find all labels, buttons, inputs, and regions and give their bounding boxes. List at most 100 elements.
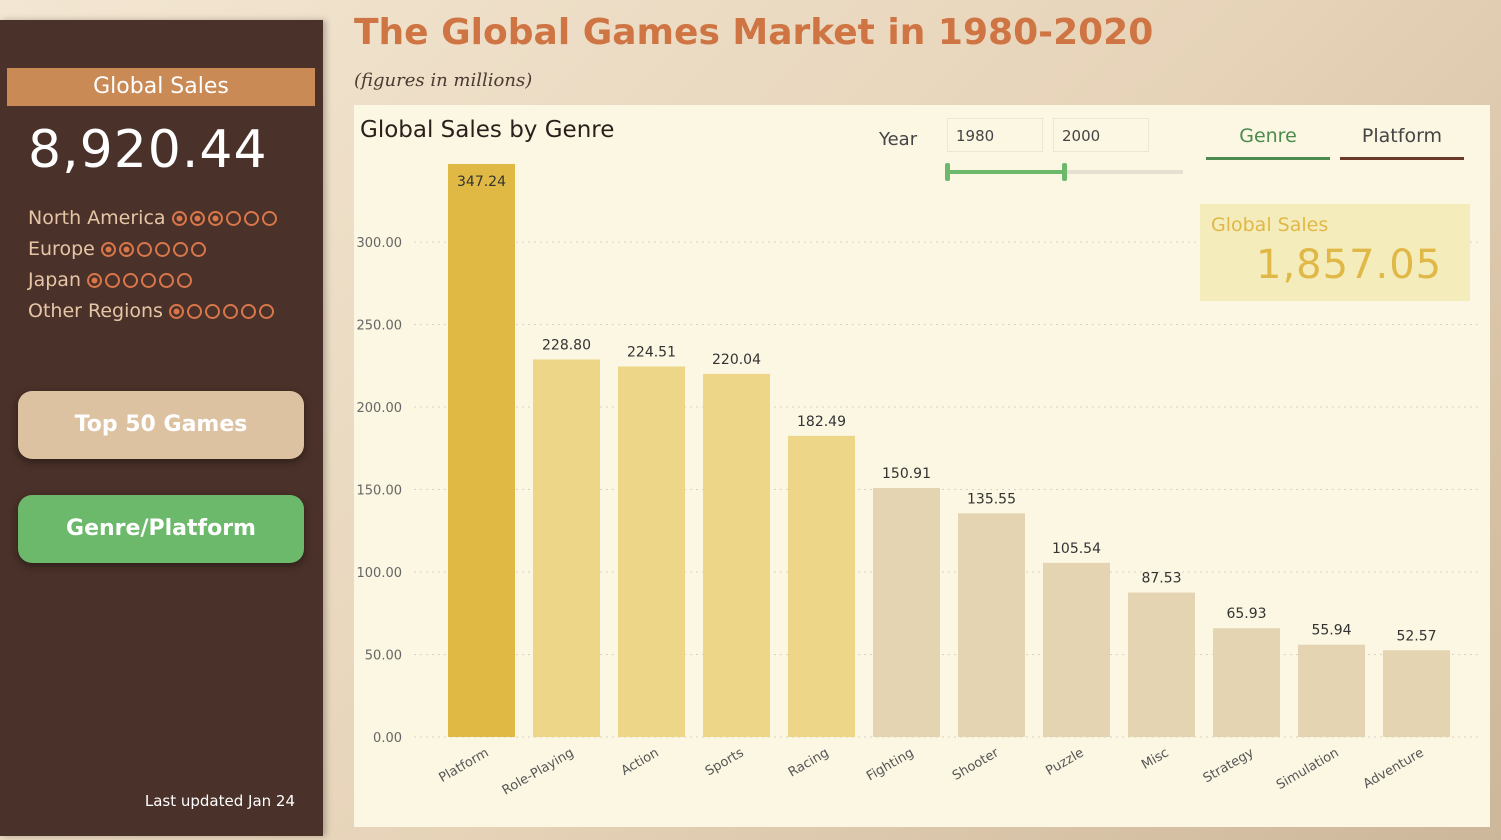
chart-title: Global Sales by Genre bbox=[360, 117, 615, 143]
tab-platform[interactable]: Platform bbox=[1340, 123, 1464, 160]
x-category-label: Puzzle bbox=[1043, 745, 1086, 779]
chart-panel: 0.00 50.00 100.00 150.00 200.00 250.00 300.00 3… bbox=[354, 105, 1490, 827]
region-row: Other Regions bbox=[28, 296, 280, 327]
bar bbox=[448, 164, 515, 737]
empty-circle-icon bbox=[204, 304, 220, 319]
bar-value-label: 55.94 bbox=[1311, 623, 1351, 639]
region-name: Europe bbox=[28, 238, 95, 260]
year-to-input[interactable]: 2000 bbox=[1053, 118, 1149, 152]
empty-circle-icon bbox=[154, 242, 170, 257]
year-slider-range bbox=[947, 170, 1065, 174]
x-category-label: Simulation bbox=[1274, 745, 1341, 793]
bar-value-label: 87.53 bbox=[1141, 571, 1181, 587]
x-category-label: Racing bbox=[786, 745, 832, 780]
bar-value-label: 224.51 bbox=[627, 345, 676, 361]
bar-value-label: 105.54 bbox=[1052, 541, 1101, 557]
filled-circle-icon bbox=[118, 242, 134, 257]
year-label: Year bbox=[879, 129, 918, 150]
x-category-label: Action bbox=[619, 745, 662, 778]
card-label: Global Sales bbox=[1211, 214, 1329, 236]
bar bbox=[1128, 592, 1195, 737]
last-updated-text: Last updated Jan 24 bbox=[144, 792, 295, 810]
x-category-label: Role-Playing bbox=[500, 745, 577, 798]
global-sales-total: 8,920.44 bbox=[28, 120, 268, 180]
y-tick-label: 250.00 bbox=[357, 318, 403, 333]
y-tick-label: 50.00 bbox=[365, 648, 402, 663]
bar bbox=[1043, 562, 1110, 737]
filled-circle-icon bbox=[87, 273, 102, 288]
empty-circle-icon bbox=[136, 242, 152, 257]
rating-dots bbox=[171, 211, 280, 226]
year-slider-start-handle[interactable] bbox=[945, 163, 950, 181]
region-name: North America bbox=[28, 207, 166, 229]
empty-circle-icon bbox=[105, 273, 120, 288]
empty-circle-icon bbox=[243, 211, 259, 226]
bar bbox=[1213, 628, 1280, 737]
bar bbox=[1298, 644, 1365, 737]
bar bbox=[958, 513, 1025, 737]
page-subtitle: (figures in millions) bbox=[354, 70, 533, 91]
region-name: Other Regions bbox=[28, 300, 163, 322]
bar bbox=[533, 359, 600, 737]
x-category-label: Misc bbox=[1139, 745, 1171, 772]
y-tick-label: 200.00 bbox=[357, 401, 403, 416]
empty-circle-icon bbox=[225, 211, 241, 226]
empty-circle-icon bbox=[240, 304, 256, 319]
empty-circle-icon bbox=[261, 211, 277, 226]
bar-value-label: 220.04 bbox=[712, 352, 761, 368]
filled-circle-icon bbox=[189, 211, 205, 226]
y-tick-label: 150.00 bbox=[357, 483, 403, 498]
bar bbox=[703, 373, 770, 737]
bar-value-label: 135.55 bbox=[967, 491, 1016, 507]
year-slider-end-handle[interactable] bbox=[1062, 163, 1067, 181]
global-sales-card: Global Sales 1,857.05 bbox=[1200, 204, 1470, 301]
x-category-label: Shooter bbox=[950, 745, 1002, 784]
x-category-label: Platform bbox=[437, 745, 492, 785]
page-title: The Global Games Market in 1980-2020 bbox=[354, 12, 1154, 53]
bar-value-label: 182.49 bbox=[797, 414, 846, 430]
bar bbox=[618, 366, 685, 737]
x-category-label: Fighting bbox=[864, 745, 916, 784]
bar bbox=[788, 435, 855, 737]
bar-value-label: 228.80 bbox=[542, 337, 591, 353]
region-row: Japan bbox=[28, 265, 280, 296]
filled-circle-icon bbox=[207, 211, 223, 226]
empty-circle-icon bbox=[172, 242, 188, 257]
region-list: North America Europe Japan Other Regions bbox=[28, 203, 280, 327]
x-category-label: Adventure bbox=[1361, 745, 1427, 792]
global-sales-header: Global Sales bbox=[7, 68, 315, 106]
empty-circle-icon bbox=[258, 304, 274, 319]
rating-dots bbox=[168, 304, 277, 319]
filled-circle-icon bbox=[100, 242, 116, 257]
empty-circle-icon bbox=[159, 273, 174, 288]
region-name: Japan bbox=[28, 269, 81, 291]
x-category-label: Sports bbox=[703, 745, 747, 779]
region-row: Europe bbox=[28, 234, 280, 265]
genre-bar-chart: 0.00 50.00 100.00 150.00 200.00 250.00 300.00 3… bbox=[357, 164, 1479, 798]
bar bbox=[1383, 650, 1450, 737]
region-row: North America bbox=[28, 203, 280, 234]
empty-circle-icon bbox=[123, 273, 138, 288]
top-50-games-button[interactable]: Top 50 Games bbox=[18, 391, 304, 459]
empty-circle-icon bbox=[186, 304, 202, 319]
empty-circle-icon bbox=[177, 273, 192, 288]
genre-platform-button[interactable]: Genre/Platform bbox=[18, 495, 304, 563]
bar-value-label: 52.57 bbox=[1396, 628, 1436, 644]
rating-dots bbox=[100, 242, 209, 257]
y-tick-label: 0.00 bbox=[373, 731, 402, 746]
bar-value-label: 347.24 bbox=[457, 174, 506, 190]
y-tick-label: 100.00 bbox=[357, 566, 403, 581]
rating-dots bbox=[87, 273, 195, 288]
empty-circle-icon bbox=[141, 273, 156, 288]
bar bbox=[873, 487, 940, 737]
filled-circle-icon bbox=[168, 304, 184, 319]
x-category-label: Strategy bbox=[1201, 745, 1257, 786]
tab-genre[interactable]: Genre bbox=[1206, 123, 1330, 160]
y-tick-label: 300.00 bbox=[357, 236, 403, 251]
filled-circle-icon bbox=[171, 211, 187, 226]
bar-value-label: 150.91 bbox=[882, 466, 931, 482]
bar-value-label: 65.93 bbox=[1226, 606, 1266, 622]
empty-circle-icon bbox=[190, 242, 206, 257]
year-from-input[interactable]: 1980 bbox=[947, 118, 1043, 152]
card-value: 1,857.05 bbox=[1256, 242, 1443, 288]
